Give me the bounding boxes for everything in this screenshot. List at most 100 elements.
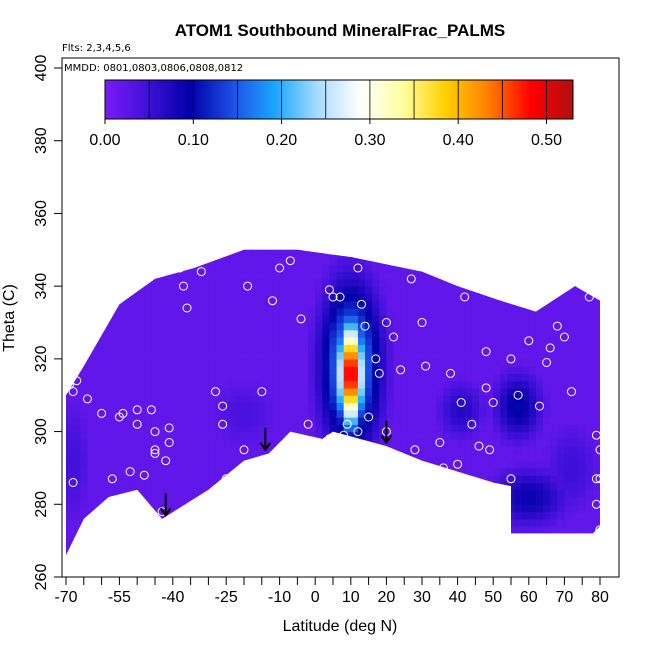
heatmap-cell [286, 322, 295, 331]
heatmap-cell [514, 526, 523, 534]
heatmap-cell [265, 315, 274, 324]
heatmap-cell [528, 358, 537, 367]
heatmap-cell [187, 504, 195, 513]
heatmap-cell [144, 409, 153, 418]
heatmap-cell [286, 249, 295, 258]
heatmap-cell [73, 475, 81, 484]
heatmap-cell [87, 387, 96, 396]
heatmap-cell [286, 547, 295, 556]
heatmap-cell [108, 518, 117, 527]
heatmap-cell [407, 431, 416, 440]
heatmap-cell [229, 358, 238, 367]
heatmap-cell [215, 475, 224, 484]
heatmap-cell [179, 271, 188, 280]
heatmap-cell [116, 555, 124, 563]
heatmap-cell [272, 446, 281, 454]
heatmap-cell [215, 489, 224, 498]
heatmap-cell [179, 453, 188, 462]
heatmap-cell [528, 264, 537, 273]
heatmap-cell [151, 300, 160, 309]
heatmap-cell [514, 402, 523, 411]
heatmap-cell [87, 344, 96, 353]
heatmap-cell [400, 358, 409, 367]
heatmap-cell [265, 460, 274, 469]
heatmap-cell [172, 489, 181, 498]
heatmap-cell [194, 424, 202, 433]
heatmap-cell [543, 547, 551, 556]
heatmap-cell [372, 293, 380, 302]
heatmap-cell [515, 562, 523, 570]
heatmap-cell [272, 278, 281, 287]
heatmap-cell [194, 409, 202, 418]
heatmap-cell [251, 293, 259, 302]
heatmap-cell [237, 555, 245, 563]
heatmap-cell [379, 249, 387, 258]
heatmap-cell [471, 460, 480, 469]
heatmap-cell [343, 446, 352, 454]
heatmap-cell [578, 315, 587, 324]
heatmap-cell [457, 511, 466, 520]
heatmap-cell [343, 315, 352, 324]
heatmap-cell [151, 351, 160, 360]
heatmap-cell [194, 344, 202, 353]
heatmap-cell [478, 380, 487, 389]
heatmap-cell [272, 300, 281, 309]
heatmap-cell [165, 540, 174, 549]
heatmap-cell [165, 518, 174, 527]
heatmap-cell [422, 322, 430, 331]
heatmap-cell [443, 475, 452, 484]
heatmap-cell [172, 417, 181, 425]
heatmap-cell [151, 460, 160, 469]
heatmap-cell [251, 395, 259, 404]
heatmap-cell [401, 562, 409, 570]
heatmap-cell [585, 387, 594, 396]
heatmap-cell [572, 562, 580, 570]
heatmap-cell [293, 540, 302, 549]
heatmap-cell [80, 511, 88, 520]
heatmap-cell [329, 409, 338, 418]
heatmap-cell [236, 271, 245, 280]
heatmap-cell [115, 460, 124, 469]
heatmap-cell [229, 278, 238, 287]
heatmap-cell [443, 424, 452, 433]
heatmap-cell [236, 366, 245, 374]
heatmap-cell [578, 482, 587, 491]
heatmap-cell [372, 533, 380, 542]
heatmap-cell [592, 257, 600, 265]
heatmap-cell [372, 460, 380, 469]
heatmap-cell [514, 380, 523, 389]
heatmap-cell [179, 395, 188, 404]
heatmap-cell [543, 373, 551, 382]
heatmap-cell [165, 497, 174, 505]
heatmap-cell [571, 380, 580, 389]
heatmap-cell [486, 293, 494, 302]
heatmap-cell [108, 395, 117, 404]
heatmap-cell [507, 511, 516, 520]
colorbar-tick-label: 0.20 [266, 132, 297, 149]
heatmap-cell [272, 249, 281, 251]
heatmap-cell [507, 438, 516, 447]
heatmap-cell [172, 293, 181, 302]
heatmap-cell [315, 438, 323, 447]
heatmap-cell [493, 257, 501, 265]
heatmap-cell [144, 278, 153, 287]
heatmap-cell [80, 482, 88, 491]
heatmap-cell [222, 271, 231, 280]
heatmap-cell [457, 380, 466, 389]
heatmap-cell [251, 344, 259, 353]
heatmap-cell [464, 409, 473, 418]
heatmap-cell [322, 387, 331, 396]
heatmap-cell [472, 555, 480, 563]
heatmap-cell [187, 373, 195, 382]
heatmap-cell [564, 329, 573, 338]
heatmap-cell [357, 497, 366, 505]
heatmap-cell [429, 402, 437, 411]
heatmap-cell [87, 526, 96, 534]
heatmap-cell [457, 286, 466, 295]
heatmap-cell [229, 322, 238, 331]
heatmap-cell [329, 489, 338, 498]
heatmap-cell [365, 555, 373, 563]
heatmap-cell [478, 402, 487, 411]
heatmap-cell [144, 438, 153, 447]
heatmap-cell [400, 395, 409, 404]
